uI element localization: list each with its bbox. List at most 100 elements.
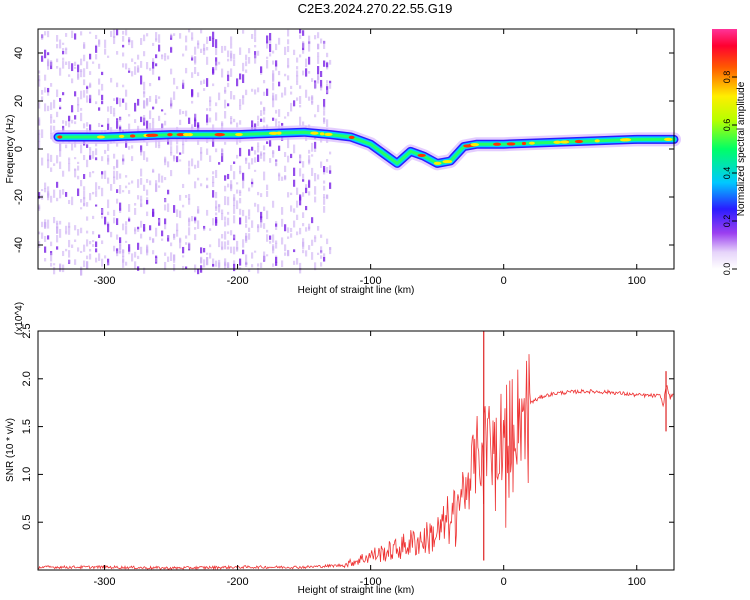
noise-speck bbox=[140, 233, 143, 239]
noise-speck bbox=[101, 94, 104, 101]
noise-speck bbox=[233, 246, 236, 255]
noise-speck bbox=[50, 116, 53, 124]
noise-speck bbox=[284, 87, 287, 96]
noise-speck bbox=[170, 47, 173, 53]
noise-speck bbox=[155, 180, 158, 186]
noise-speck bbox=[272, 117, 275, 121]
noise-speck bbox=[71, 30, 74, 38]
noise-speck bbox=[191, 158, 194, 167]
noise-speck bbox=[80, 227, 83, 234]
noise-speck bbox=[206, 252, 209, 255]
noise-speck bbox=[260, 219, 263, 226]
noise-speck bbox=[254, 44, 257, 48]
noise-speck bbox=[71, 78, 74, 84]
noise-speck bbox=[107, 106, 110, 112]
noise-speck bbox=[269, 32, 272, 41]
noise-speck bbox=[224, 216, 227, 221]
noise-speck bbox=[38, 192, 41, 199]
noise-speck bbox=[257, 87, 260, 93]
noise-speck bbox=[191, 89, 194, 98]
noise-speck bbox=[41, 55, 44, 62]
noise-speck bbox=[86, 202, 89, 207]
noise-speck bbox=[176, 209, 179, 217]
noise-speck bbox=[224, 89, 227, 94]
noise-speck bbox=[203, 247, 206, 253]
noise-speck bbox=[230, 246, 233, 254]
noise-speck bbox=[227, 211, 230, 215]
noise-speck bbox=[173, 33, 176, 36]
noise-speck bbox=[125, 185, 128, 189]
noise-speck bbox=[212, 31, 215, 39]
noise-speck bbox=[44, 258, 47, 262]
noise-speck bbox=[239, 267, 242, 270]
noise-speck bbox=[53, 266, 56, 275]
noise-speck bbox=[236, 154, 239, 159]
noise-speck bbox=[242, 62, 245, 72]
noise-speck bbox=[50, 102, 53, 110]
noise-speck bbox=[293, 49, 296, 56]
noise-speck bbox=[254, 54, 257, 64]
noise-speck bbox=[143, 51, 146, 57]
noise-speck bbox=[227, 74, 230, 82]
noise-speck bbox=[320, 161, 323, 168]
noise-speck bbox=[287, 192, 290, 198]
noise-speck bbox=[68, 199, 71, 205]
noise-speck bbox=[275, 63, 278, 71]
noise-speck bbox=[284, 252, 287, 256]
noise-speck bbox=[206, 36, 209, 44]
noise-speck bbox=[56, 35, 59, 42]
noise-speck bbox=[293, 100, 296, 107]
noise-speck bbox=[245, 91, 248, 96]
noise-speck bbox=[44, 182, 47, 190]
noise-speck bbox=[212, 218, 215, 226]
noise-speck bbox=[107, 123, 110, 131]
noise-speck bbox=[194, 119, 197, 127]
noise-speck bbox=[146, 98, 149, 105]
noise-speck bbox=[293, 249, 296, 253]
noise-speck bbox=[278, 81, 281, 87]
noise-speck bbox=[206, 46, 209, 51]
noise-speck bbox=[290, 233, 293, 238]
noise-speck bbox=[221, 234, 224, 239]
noise-speck bbox=[311, 95, 314, 100]
noise-speck bbox=[290, 85, 293, 90]
noise-speck bbox=[245, 157, 248, 164]
noise-speck bbox=[167, 235, 170, 242]
noise-speck bbox=[77, 97, 80, 106]
noise-speck bbox=[68, 259, 71, 263]
noise-speck bbox=[197, 42, 200, 49]
noise-speck bbox=[311, 96, 314, 104]
noise-speck bbox=[128, 190, 131, 194]
noise-speck bbox=[293, 167, 296, 176]
noise-speck bbox=[323, 256, 326, 262]
noise-speck bbox=[263, 153, 266, 162]
noise-speck bbox=[47, 87, 50, 93]
noise-speck bbox=[248, 216, 251, 220]
noise-speck bbox=[233, 263, 236, 272]
noise-speck bbox=[323, 110, 326, 116]
noise-speck bbox=[224, 45, 227, 51]
noise-speck bbox=[251, 33, 254, 39]
noise-speck bbox=[218, 203, 221, 208]
noise-speck bbox=[182, 265, 185, 270]
noise-speck bbox=[47, 58, 50, 67]
noise-speck bbox=[275, 118, 278, 127]
noise-speck bbox=[38, 119, 41, 126]
noise-speck bbox=[38, 231, 41, 235]
noise-speck bbox=[284, 175, 287, 181]
noise-speck bbox=[44, 246, 47, 253]
noise-speck bbox=[230, 184, 233, 190]
noise-speck bbox=[122, 30, 125, 35]
noise-speck bbox=[47, 235, 50, 240]
noise-speck bbox=[62, 92, 65, 96]
noise-speck bbox=[83, 260, 86, 267]
noise-speck bbox=[77, 229, 80, 236]
noise-speck bbox=[245, 54, 248, 61]
noise-speck bbox=[326, 159, 329, 162]
noise-speck bbox=[122, 190, 125, 193]
noise-speck bbox=[194, 181, 197, 189]
noise-speck bbox=[71, 119, 74, 124]
noise-speck bbox=[140, 116, 143, 123]
noise-speck bbox=[242, 239, 245, 248]
noise-speck bbox=[320, 79, 323, 88]
